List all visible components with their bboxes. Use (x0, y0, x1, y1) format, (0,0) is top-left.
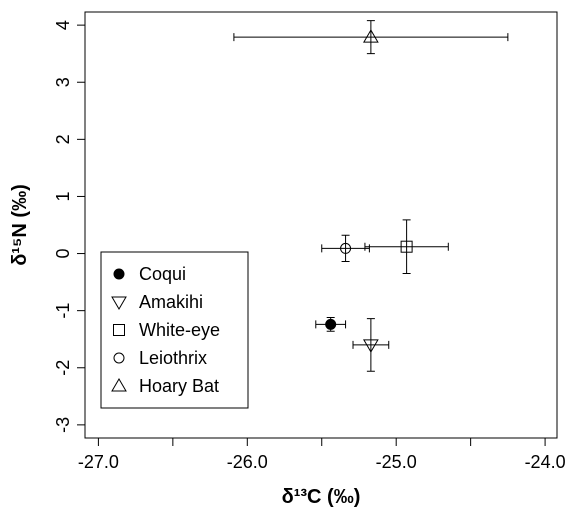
marker (113, 324, 125, 336)
marker (113, 268, 125, 280)
y-tick-label: 3 (53, 77, 73, 87)
y-tick-label: -3 (53, 417, 73, 433)
x-tick-label: -27.0 (78, 452, 119, 472)
plot-frame (84, 11, 558, 439)
marker (400, 240, 413, 253)
marker (363, 29, 379, 43)
y-tick-label: 4 (53, 20, 73, 30)
x-tick-label: -24.0 (525, 452, 566, 472)
legend-label: Coqui (139, 264, 186, 284)
legend-label: Hoary Bat (139, 376, 219, 396)
y-tick-label: -1 (53, 303, 73, 319)
y-error-bar (366, 318, 375, 372)
marker (340, 242, 352, 254)
marker (363, 339, 379, 353)
y-axis-title: δ¹⁵N (‰) (9, 184, 31, 266)
y-tick-label: -2 (53, 360, 73, 376)
legend-label: White-eye (139, 320, 220, 340)
y-tick-label: 2 (53, 134, 73, 144)
y-tick-label: 1 (53, 191, 73, 201)
y-tick-label: 0 (53, 249, 73, 259)
legend: Coqui Amakihi White-eye Leiothrix Hoary Bat (100, 251, 249, 409)
y-error-bar (341, 234, 350, 263)
legend-box (100, 251, 249, 409)
x-tick-label: -26.0 (227, 452, 268, 472)
y-error-bar (402, 219, 411, 275)
legend-label: Amakihi (139, 292, 203, 312)
legend-label: Leiothrix (139, 348, 207, 368)
y-error-bar (366, 20, 375, 55)
marker (113, 352, 125, 364)
marker (111, 296, 127, 310)
marker (111, 378, 127, 392)
x-tick-label: -25.0 (376, 452, 417, 472)
marker (325, 318, 337, 330)
x-axis-title: δ¹³C (‰) (282, 486, 361, 508)
